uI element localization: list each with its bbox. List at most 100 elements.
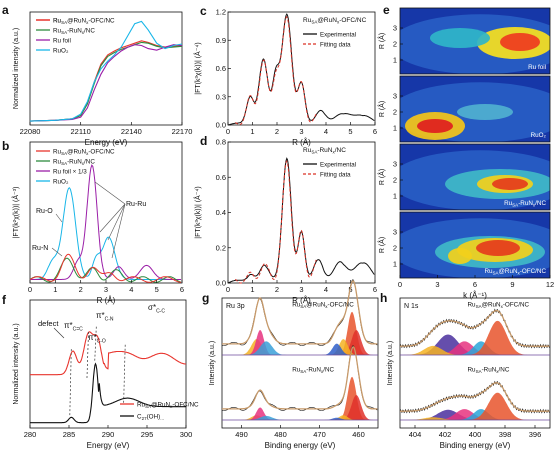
- x-tick-label: 1: [250, 127, 254, 136]
- legend-label: RuO₂: [53, 179, 69, 186]
- y-tick-label: 3: [393, 160, 397, 169]
- y-tick-label: 0.6: [216, 64, 226, 73]
- chart-title: RuSA@RuNx-OFC/NC: [303, 17, 367, 25]
- x-tick-label: 2: [79, 285, 83, 294]
- x-tick-label: 460: [352, 430, 365, 439]
- wavelet-map: [400, 76, 550, 142]
- x-tick-label: 2: [275, 127, 279, 136]
- xps-envelope-line: [222, 280, 378, 345]
- x-tick-label: 1: [250, 285, 254, 294]
- xps-plot: [399, 297, 551, 429]
- x-axis-label: R (Å): [97, 296, 116, 305]
- y-axis-label: |FT(k³χ(k))| (Å⁻⁴): [193, 42, 202, 95]
- xanes-line-2: [29, 44, 183, 122]
- map-label: RuSA@RuNx-OFC/NC: [484, 268, 546, 276]
- xps-component: [400, 320, 550, 355]
- xps-component: [222, 341, 378, 355]
- xps-raw-line: [399, 308, 550, 349]
- xps-plot: [221, 297, 379, 429]
- panel-letter: a: [2, 3, 9, 17]
- y-tick-label: 1: [393, 260, 397, 269]
- annotation-line: [53, 327, 65, 339]
- wavelet-map: [400, 144, 550, 210]
- wavelet-contour: [448, 248, 472, 264]
- xps-label: RuSA-RuNx/NC: [468, 366, 510, 374]
- y-axis-label: R (Å): [377, 237, 386, 253]
- annotation-line: [55, 213, 63, 223]
- legend-label: Ru foil × 1/3: [53, 169, 87, 176]
- x-tick-label: 398: [499, 430, 512, 439]
- xps-envelope-line: [400, 382, 550, 412]
- xps-label: RuSA-RuNx/NC: [292, 366, 334, 374]
- legend-label: RuSA@RuNx-OFC/NC: [137, 402, 199, 410]
- wavelet-frame: [399, 75, 551, 143]
- x-tick-label: 4: [324, 285, 328, 294]
- xps-raw-line: [399, 380, 550, 414]
- y-tick-label: 0.3: [216, 92, 226, 101]
- x-tick-label: 22080: [20, 127, 41, 136]
- x-tick-label: 6: [373, 285, 377, 294]
- y-axis-label: |FT(k³χ(k))| (Å⁻⁴): [193, 186, 202, 239]
- xps-component: [222, 343, 378, 355]
- y-tick-label: 0.8: [216, 138, 226, 147]
- xps-component: [400, 341, 550, 355]
- nexafs-line-red: [30, 331, 186, 376]
- xps-component: [222, 415, 378, 420]
- xps-component: [222, 417, 378, 420]
- xanes-line-3: [29, 20, 183, 122]
- ft-line-cyan: [30, 187, 181, 280]
- x-axis-label: Energy (eV): [85, 138, 128, 147]
- x-tick-label: 3: [299, 285, 303, 294]
- legend-label: Fitting data: [320, 172, 351, 179]
- nexafs-line-black: [30, 362, 186, 424]
- y-axis-label: R (Å): [377, 169, 386, 185]
- x-tick-label: 6: [473, 280, 477, 289]
- x-tick-label: 22170: [172, 127, 193, 136]
- x-tick-label: 3: [104, 285, 108, 294]
- legend-label: RuSA-RuNx/NC: [53, 159, 95, 167]
- panel-letter: b: [2, 139, 9, 153]
- wavelet-contour: [417, 119, 453, 133]
- xps-component: [400, 345, 550, 355]
- x-tick-label: 4: [324, 127, 328, 136]
- y-tick-label: 0.0: [216, 279, 226, 288]
- y-tick-label: 1: [393, 124, 397, 133]
- wavelet-map: [400, 8, 550, 74]
- y-tick-label: 2: [393, 108, 397, 117]
- legend-label: Experimental: [320, 32, 356, 39]
- y-tick-label: 0.0: [216, 121, 226, 130]
- panel-letter: f: [2, 293, 7, 307]
- y-tick-label: 0.4: [216, 208, 226, 217]
- x-tick-label: 396: [529, 430, 542, 439]
- fitting-line: [234, 159, 317, 284]
- x-tick-label: 295: [141, 430, 154, 439]
- fitting-line: [235, 15, 317, 126]
- annotation-line: [51, 247, 63, 257]
- x-tick-label: 6: [180, 285, 184, 294]
- x-tick-label: 404: [409, 430, 422, 439]
- xps-label: RuSA@RuNx-OFC/NC: [468, 301, 530, 309]
- x-tick-label: 285: [63, 430, 76, 439]
- x-tick-label: 5: [155, 285, 159, 294]
- x-tick-label: 300: [180, 430, 193, 439]
- wavelet-contour: [430, 28, 490, 48]
- x-tick-label: 470: [313, 430, 326, 439]
- x-axis-label: R (Å): [292, 138, 311, 147]
- annotation-pi: π*C=C: [64, 321, 83, 333]
- wavelet-map: [400, 212, 550, 278]
- xps-component: [400, 409, 550, 420]
- xps-component: [222, 395, 378, 420]
- x-tick-label: 400: [469, 430, 482, 439]
- wavelet-contour: [457, 104, 513, 120]
- experimental-line: [227, 157, 375, 284]
- legend-label: RuSA@RuNx-OFC/NC: [53, 149, 115, 157]
- x-tick-label: 480: [274, 430, 287, 439]
- guide-line: [123, 344, 126, 405]
- x-tick-label: 0: [28, 285, 32, 294]
- x-tick-label: 2: [275, 285, 279, 294]
- y-axis-label: R (Å): [377, 101, 386, 117]
- exafs-fit-plot: [227, 11, 376, 126]
- chart-title: RuSA-RuNx/NC: [303, 147, 346, 155]
- x-tick-label: 12: [546, 280, 554, 289]
